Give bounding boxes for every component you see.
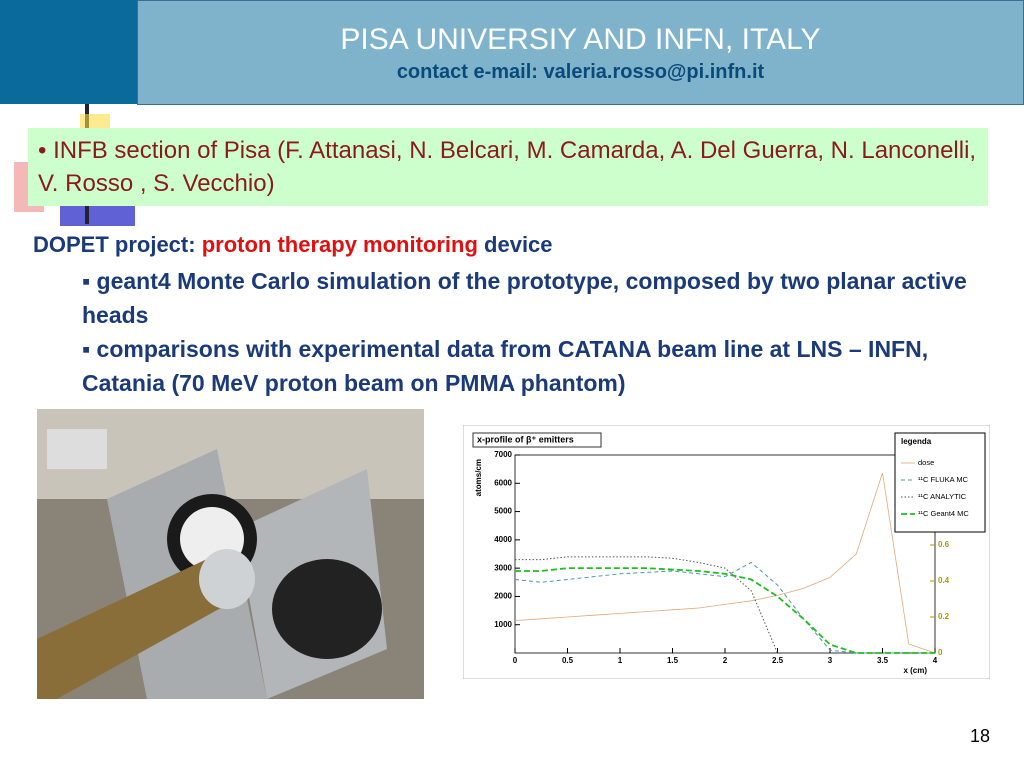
- project-highlight: proton therapy monitoring: [201, 232, 478, 257]
- y-tick-label: 5000: [494, 507, 512, 516]
- legend-label: ¹¹C FLUKA MC: [918, 475, 969, 484]
- chart-title: x-profile of β⁺ emitters: [477, 434, 574, 444]
- title: PISA UNIVERSIY AND INFN, ITALY: [340, 23, 821, 56]
- project-tail: device: [484, 232, 553, 257]
- y2-tick-label: 0.4: [938, 576, 950, 585]
- project-line: DOPET project: proton therapy monitoring…: [33, 232, 553, 258]
- x-tick-label: 0: [513, 656, 518, 665]
- x-tick-label: 3: [828, 656, 833, 665]
- bullet: ▪ comparisons with experimental data fro…: [82, 336, 929, 396]
- legend-box: [894, 432, 986, 533]
- photo-monitor: [47, 429, 107, 469]
- photo: [37, 409, 424, 699]
- x-axis-label: x (cm): [903, 666, 927, 675]
- y2-tick-label: 0.2: [938, 612, 950, 621]
- y2-tick-label: 0: [938, 648, 943, 657]
- series-line: [515, 567, 935, 654]
- contact: contact e-mail: valeria.rosso@pi.infn.it: [396, 61, 765, 83]
- x-tick-label: 0.5: [562, 656, 574, 665]
- header: PISA UNIVERSIY AND INFN, ITALY contact e…: [137, 0, 1024, 105]
- y-tick-label: 1000: [494, 620, 512, 629]
- x-tick-label: 1: [618, 656, 623, 665]
- bullet: ▪ geant4 Monte Carlo simulation of the p…: [82, 268, 967, 328]
- photo-collimator: [199, 549, 255, 609]
- page-number: 18: [969, 726, 990, 746]
- y-tick-label: 6000: [494, 478, 512, 487]
- y2-tick-label: 0.6: [938, 540, 950, 549]
- photo-cylinder: [272, 559, 382, 659]
- legend-label: ¹¹C ANALYTIC: [918, 492, 967, 501]
- y-tick-label: 4000: [494, 535, 512, 544]
- x-tick-label: 1.5: [667, 656, 679, 665]
- x-tick-label: 2: [723, 656, 728, 665]
- project-lead: DOPET project:: [33, 232, 196, 257]
- legend-label: ¹¹C Geant4 MC: [918, 509, 969, 518]
- x-tick-label: 3.5: [877, 656, 889, 665]
- authors-box: • INFB section of Pisa (F. Attanasi, N. …: [28, 128, 988, 206]
- legend-label: dose: [918, 458, 934, 467]
- x-tick-label: 2.5: [772, 656, 784, 665]
- header-block: [0, 0, 137, 104]
- y-tick-label: 3000: [494, 563, 512, 572]
- y-tick-label: 2000: [494, 592, 512, 601]
- photo-tube: [37, 559, 237, 699]
- y-tick-label: 7000: [494, 450, 512, 459]
- y-axis-label: atoms/cm: [474, 459, 483, 496]
- chart-title-box: [472, 432, 602, 448]
- series-line: [514, 561, 935, 654]
- series-line: [514, 472, 936, 654]
- legend-title: legenda: [901, 437, 932, 446]
- chart: x-profile of β⁺ emitters 100020003000400…: [463, 425, 990, 679]
- x-tick-label: 4: [933, 656, 938, 665]
